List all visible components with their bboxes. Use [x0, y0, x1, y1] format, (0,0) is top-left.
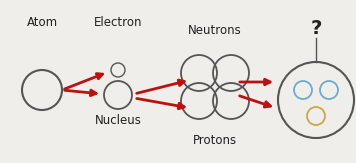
Text: Electron: Electron — [94, 15, 142, 29]
Text: Atom: Atom — [26, 15, 58, 29]
Text: Nucleus: Nucleus — [95, 113, 141, 126]
Text: ?: ? — [310, 18, 322, 37]
Text: Protons: Protons — [193, 133, 237, 147]
Text: Neutrons: Neutrons — [188, 23, 242, 37]
